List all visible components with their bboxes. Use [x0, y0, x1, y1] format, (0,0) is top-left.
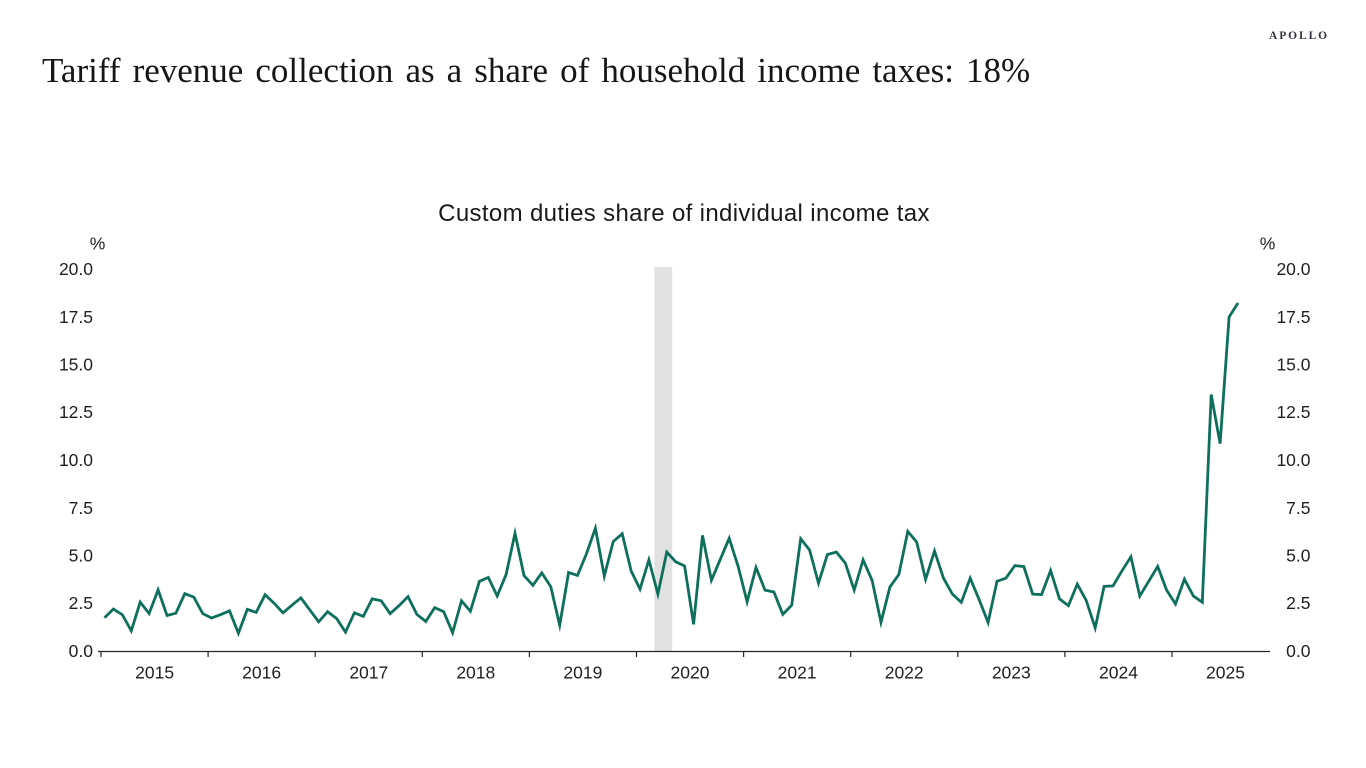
svg-text:%: %: [1260, 234, 1276, 254]
svg-text:15.0: 15.0: [1276, 355, 1310, 375]
svg-text:5.0: 5.0: [69, 546, 94, 566]
svg-text:2018: 2018: [456, 663, 495, 683]
svg-text:2016: 2016: [242, 663, 281, 683]
svg-text:2023: 2023: [992, 663, 1031, 683]
svg-text:17.5: 17.5: [1276, 307, 1310, 327]
svg-text:2022: 2022: [885, 663, 924, 683]
svg-text:10.0: 10.0: [59, 450, 93, 470]
svg-text:Custom duties share of individ: Custom duties share of individual income…: [438, 200, 930, 227]
svg-text:0.0: 0.0: [1286, 641, 1311, 661]
svg-text:%: %: [90, 234, 106, 254]
svg-text:5.0: 5.0: [1286, 546, 1311, 566]
svg-text:0.0: 0.0: [69, 641, 94, 661]
svg-text:12.5: 12.5: [59, 402, 93, 422]
svg-text:2.5: 2.5: [1286, 593, 1310, 613]
svg-text:7.5: 7.5: [69, 498, 93, 518]
svg-text:7.5: 7.5: [1286, 498, 1310, 518]
svg-text:2025: 2025: [1206, 663, 1245, 683]
svg-text:20.0: 20.0: [1276, 259, 1310, 279]
svg-text:2.5: 2.5: [69, 593, 93, 613]
svg-text:12.5: 12.5: [1276, 402, 1310, 422]
svg-text:17.5: 17.5: [59, 307, 93, 327]
svg-text:20.0: 20.0: [59, 259, 93, 279]
svg-text:2015: 2015: [135, 663, 174, 683]
svg-text:2019: 2019: [563, 663, 602, 683]
svg-text:2024: 2024: [1099, 663, 1138, 683]
svg-text:15.0: 15.0: [59, 355, 93, 375]
svg-text:2021: 2021: [778, 663, 817, 683]
svg-text:2017: 2017: [349, 663, 388, 683]
svg-text:10.0: 10.0: [1276, 450, 1310, 470]
svg-text:2020: 2020: [671, 663, 710, 683]
